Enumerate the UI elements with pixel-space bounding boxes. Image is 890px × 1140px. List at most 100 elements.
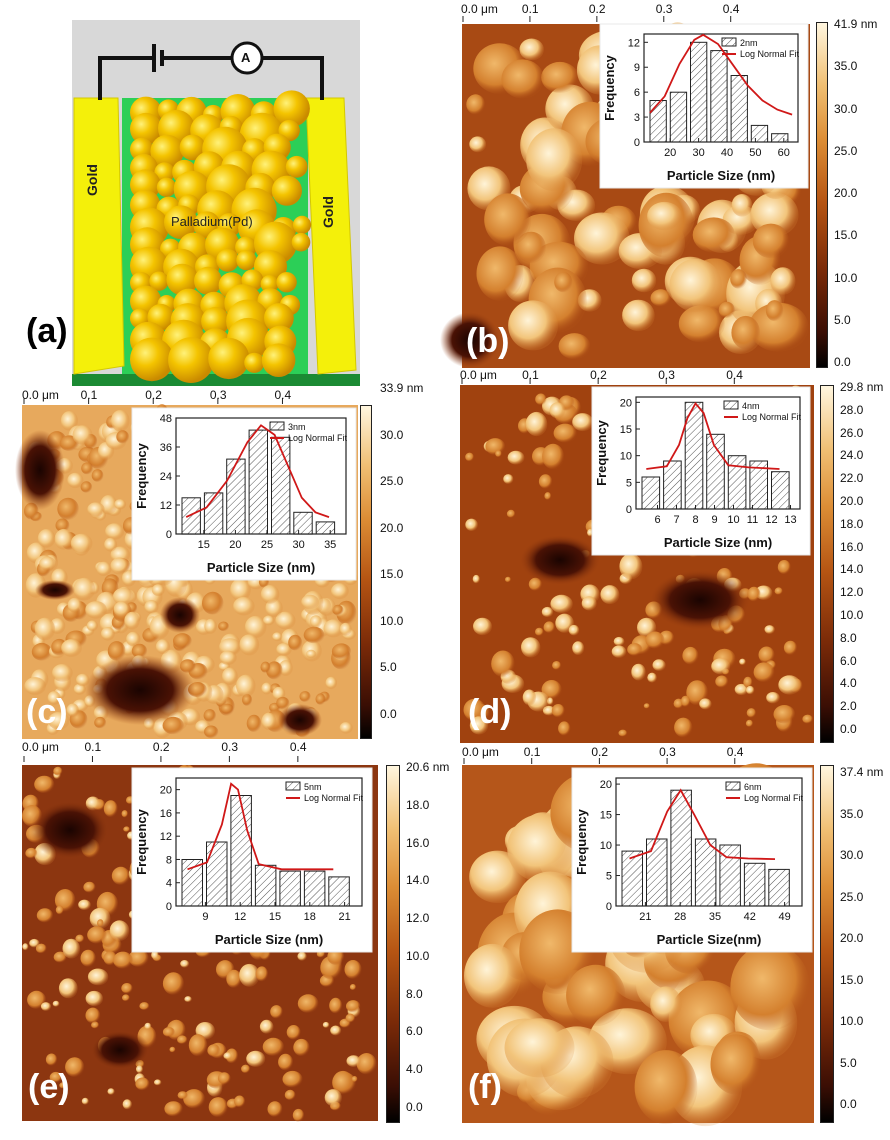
afm-grain (339, 622, 352, 636)
afm-grain (65, 1057, 85, 1077)
histogram-bar (768, 868, 790, 907)
afm-grain (244, 615, 267, 639)
afm-grain (239, 963, 260, 987)
afm-grain (324, 1089, 342, 1107)
x-tick-label: 9 (711, 514, 717, 526)
x-tick-label: 0.4 (274, 388, 292, 402)
x-tick-label: 0.3 (658, 368, 675, 382)
colorbar-tick-label: 0.0 (834, 355, 851, 369)
colorbar-tick-label: 10.0 (380, 613, 404, 628)
afm-pit (35, 580, 75, 600)
afm-grain (276, 643, 292, 656)
afm-grain (123, 826, 130, 832)
pd-particle (254, 250, 287, 284)
afm-grain (622, 299, 655, 332)
histogram-bar (730, 75, 748, 143)
legend-swatch-bar (269, 421, 285, 431)
afm-grain (226, 969, 242, 989)
colorbar-tick-label: 35.0 (840, 806, 864, 821)
histogram-bar (621, 850, 643, 907)
afm-grain (275, 611, 296, 630)
afm-pit (278, 704, 322, 736)
afm-grain (204, 618, 217, 634)
x-tick-label: 13 (784, 514, 796, 526)
pd-particle (130, 337, 174, 382)
panel-letter-d: (d) (468, 693, 512, 731)
colorbar-tick-label: 30.0 (840, 848, 864, 862)
afm-pit (15, 430, 65, 510)
afm-grain (53, 766, 63, 776)
afm-grain (508, 300, 558, 351)
afm-grain (67, 597, 83, 613)
afm-pit (160, 597, 200, 633)
afm-grain (91, 469, 104, 482)
y-tick-label: 12 (160, 500, 172, 512)
afm-grain (476, 246, 524, 301)
afm-grain (96, 561, 112, 576)
afm-grain (600, 585, 620, 605)
afm-grain (566, 964, 626, 1027)
afm-grain (349, 984, 357, 991)
colorbar-tick-label: 2.0 (840, 699, 857, 714)
afm-grain (162, 972, 185, 995)
afm-grain (299, 691, 311, 702)
afm-grain (122, 1099, 132, 1110)
afm-grain (83, 881, 96, 893)
colorbar-b (816, 22, 828, 368)
y-axis-label: Frequency (594, 419, 609, 486)
colorbar-tick-label: 29.8 nm (840, 380, 884, 394)
afm-grain (114, 499, 127, 510)
afm-grain (650, 986, 682, 1022)
afm-grain (52, 664, 73, 682)
legend-label-fit: Log Normal Fit (742, 412, 802, 422)
pd-particle (168, 337, 214, 383)
afm-grain (330, 1025, 342, 1036)
colorbar-tick-label: 4.0 (406, 1062, 423, 1077)
afm-grain (344, 960, 362, 979)
afm-grain (309, 615, 322, 628)
afm-grain (764, 625, 775, 634)
x-tick-label: 21 (639, 911, 651, 923)
y-tick-label: 16 (160, 808, 172, 820)
afm-grain (62, 938, 81, 959)
histogram-bar (293, 511, 313, 535)
palladium-particles (130, 90, 312, 383)
colorbar-tick-label: 26.0 (840, 425, 864, 440)
afm-grain (48, 711, 70, 730)
x-tick-label: 0.2 (588, 2, 606, 16)
pd-particle (236, 250, 257, 271)
afm-grain (686, 680, 709, 706)
y-tick-label: 15 (620, 424, 632, 436)
afm-grain (631, 268, 657, 293)
colorbar-tick-label: 37.4 nm (840, 765, 884, 779)
y-tick-label: 12 (628, 37, 640, 49)
pd-particle (156, 177, 177, 197)
x-tick-label: 0.1 (521, 2, 539, 16)
afm-grain (49, 1071, 63, 1083)
afm-grain (745, 719, 754, 728)
afm-grain (107, 641, 126, 661)
pd-particle (260, 275, 279, 293)
afm-grain (246, 714, 262, 733)
afm-grain (491, 650, 515, 678)
colorbar-tick-label: 0.0 (840, 722, 857, 736)
afm-grain (293, 1038, 310, 1057)
afm-grain (544, 492, 552, 500)
afm-grain (219, 650, 237, 665)
afm-grain (558, 333, 591, 360)
x-tick-label: 42 (744, 911, 756, 923)
legend-label-sample: 5nm (304, 782, 322, 792)
afm-grain (72, 425, 93, 445)
x-tick-label: 15 (269, 911, 281, 923)
afm-grain (715, 675, 729, 688)
y-tick-label: 12 (160, 831, 172, 843)
afm-grain (572, 641, 585, 655)
histogram-bar (706, 433, 725, 510)
afm-grain (472, 574, 480, 584)
afm-grain (54, 528, 74, 550)
afm-grain (339, 722, 353, 734)
pd-particle (216, 248, 240, 272)
afm-grain (484, 193, 532, 246)
afm-pit (440, 312, 500, 368)
